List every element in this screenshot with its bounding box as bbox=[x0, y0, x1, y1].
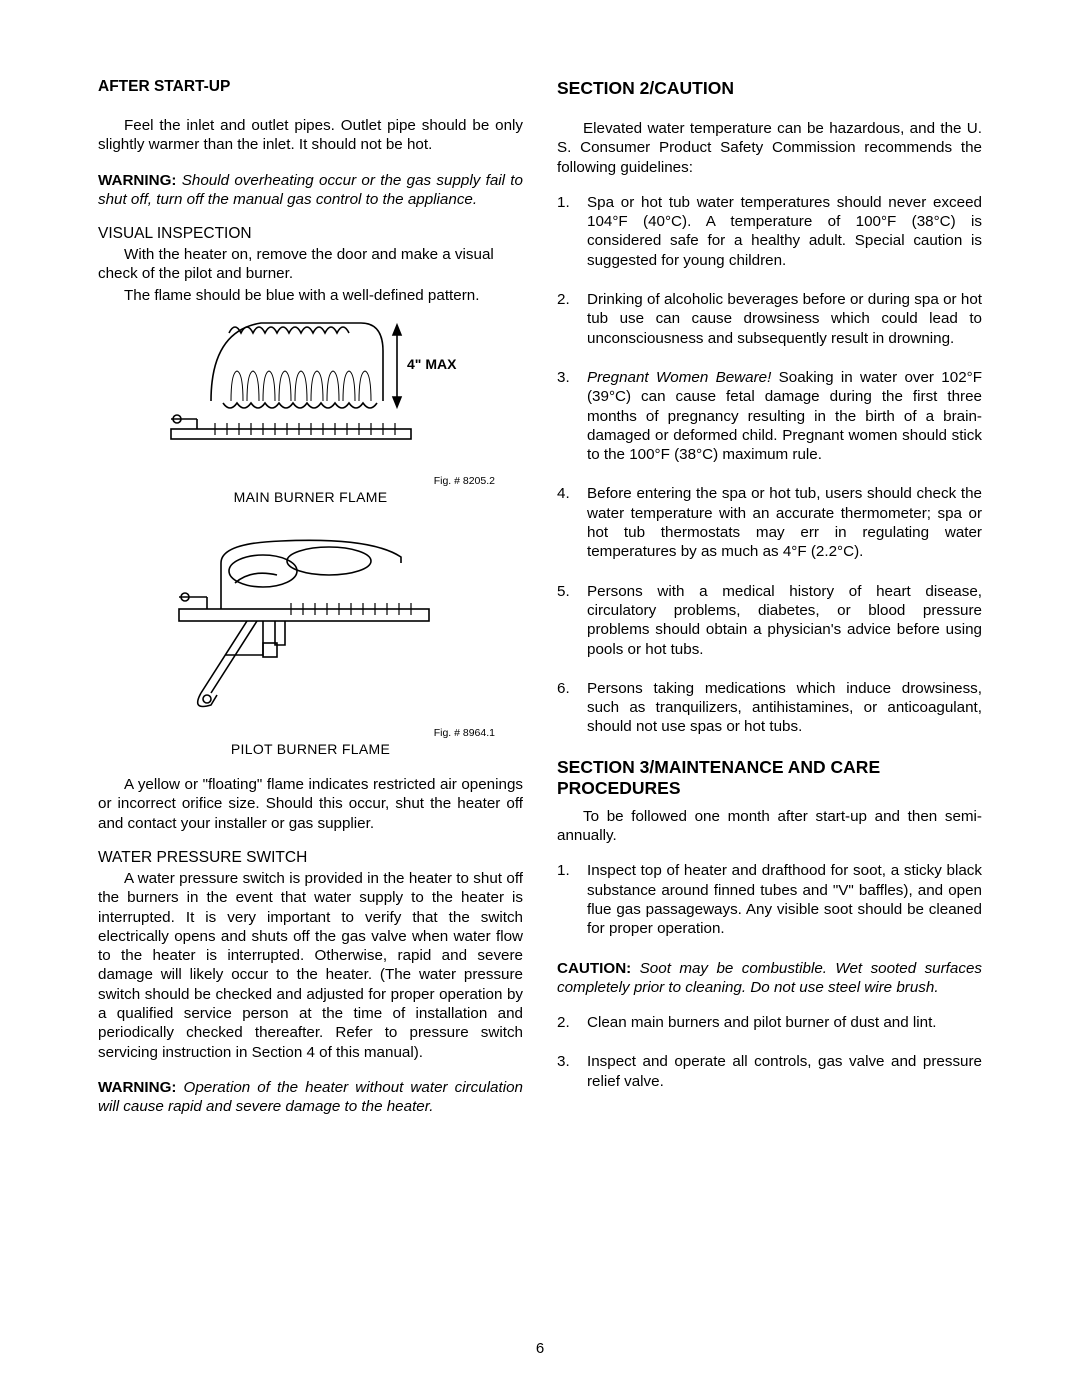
warning-label: WARNING: bbox=[98, 172, 176, 189]
after-startup-heading: AFTER START-UP bbox=[98, 78, 523, 96]
list-item: Spa or hot tub water temperatures should… bbox=[557, 193, 982, 270]
list-item: Pregnant Women Beware! Soaking in water … bbox=[557, 368, 982, 464]
caution: CAUTION: Soot may be combustible. Wet so… bbox=[557, 959, 982, 998]
figure-number: Fig. # 8964.1 bbox=[98, 727, 523, 739]
caution-label: CAUTION: bbox=[557, 960, 631, 977]
guidelines-list: Spa or hot tub water temperatures should… bbox=[557, 193, 982, 737]
maintenance-list-cont: Clean main burners and pilot burner of d… bbox=[557, 1013, 982, 1091]
warning-2: WARNING: Operation of the heater without… bbox=[98, 1078, 523, 1117]
figure-caption: PILOT BURNER FLAME bbox=[98, 741, 523, 757]
figure-number: Fig. # 8205.2 bbox=[98, 475, 523, 487]
paragraph: With the heater on, remove the door and … bbox=[98, 245, 523, 284]
warning-1: WARNING: Should overheating occur or the… bbox=[98, 171, 523, 210]
list-item: Inspect and operate all controls, gas va… bbox=[557, 1052, 982, 1091]
visual-inspection-heading: VISUAL INSPECTION bbox=[98, 225, 523, 243]
section-2-heading: SECTION 2/CAUTION bbox=[557, 78, 982, 99]
paragraph: The flame should be blue with a well-def… bbox=[98, 286, 523, 305]
left-column: AFTER START-UP Feel the inlet and outlet… bbox=[98, 78, 523, 1117]
list-item: Drinking of alcoholic beverages before o… bbox=[557, 290, 982, 348]
maintenance-list: Inspect top of heater and drafthood for … bbox=[557, 861, 982, 938]
water-pressure-switch-heading: WATER PRESSURE SWITCH bbox=[98, 849, 523, 867]
main-burner-flame-icon: 4" MAX bbox=[151, 311, 471, 471]
list-item: Clean main burners and pilot burner of d… bbox=[557, 1013, 982, 1032]
figure-pilot-burner bbox=[98, 523, 523, 723]
paragraph: Elevated water temperature can be hazard… bbox=[557, 119, 982, 177]
page-columns: AFTER START-UP Feel the inlet and outlet… bbox=[98, 78, 982, 1117]
paragraph: A yellow or "floating" flame indicates r… bbox=[98, 775, 523, 833]
list-item: Persons with a medical history of heart … bbox=[557, 582, 982, 659]
figure-caption: MAIN BURNER FLAME bbox=[98, 489, 523, 505]
figure-main-burner: 4" MAX bbox=[98, 311, 523, 471]
dimension-label: 4" MAX bbox=[407, 356, 457, 372]
section-3-heading: SECTION 3/MAINTENANCE AND CARE PROCEDURE… bbox=[557, 757, 982, 799]
paragraph: A water pressure switch is provided in t… bbox=[98, 869, 523, 1062]
warning-label: WARNING: bbox=[98, 1079, 176, 1096]
right-column: SECTION 2/CAUTION Elevated water tempera… bbox=[557, 78, 982, 1117]
list-item: Inspect top of heater and drafthood for … bbox=[557, 861, 982, 938]
emphasis: Pregnant Women Beware! bbox=[587, 369, 771, 386]
paragraph: To be followed one month after start-up … bbox=[557, 807, 982, 846]
page-number: 6 bbox=[0, 1340, 1080, 1357]
paragraph: Feel the inlet and outlet pipes. Outlet … bbox=[98, 116, 523, 155]
pilot-burner-flame-icon bbox=[151, 523, 471, 723]
list-item: Before entering the spa or hot tub, user… bbox=[557, 484, 982, 561]
list-item: Persons taking medications which induce … bbox=[557, 679, 982, 737]
